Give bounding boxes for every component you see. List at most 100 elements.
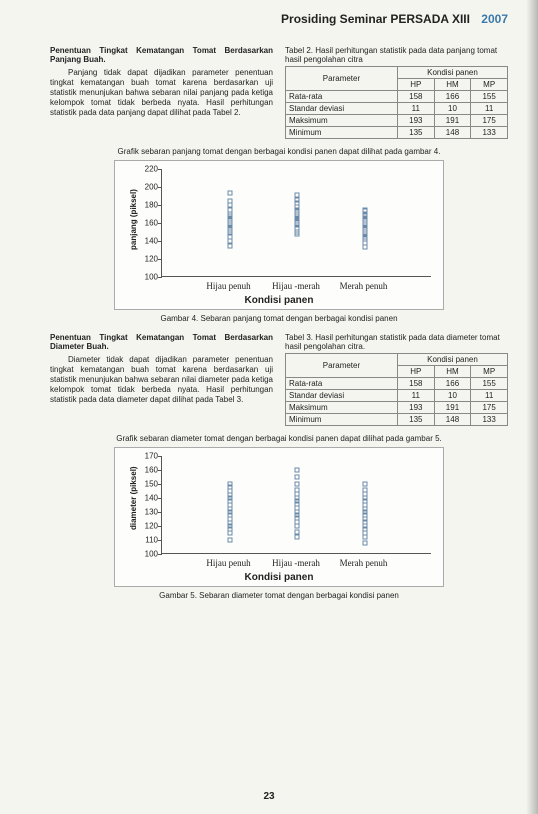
ytick-label: 140 <box>140 237 158 246</box>
chart2-intro: Grafik sebaran diameter tomat dengan ber… <box>50 434 508 443</box>
x-axis-title: Kondisi panen <box>245 572 314 583</box>
ytick-mark <box>158 540 162 541</box>
table2-col1: HM <box>434 79 471 91</box>
table3-col0: HP <box>397 366 434 378</box>
table-row: Maksimum193191175 <box>286 402 508 414</box>
ytick-mark <box>158 277 162 278</box>
table-row: Minimum135148133 <box>286 127 508 139</box>
data-marker <box>295 230 300 235</box>
table-row: Maksimum193191175 <box>286 115 508 127</box>
ytick-label: 160 <box>140 219 158 228</box>
x-category-label: Merah penuh <box>340 281 388 291</box>
section2-row: Penentuan Tingkat Kematangan Tomat Berda… <box>50 333 508 426</box>
ytick-mark <box>158 512 162 513</box>
table-row: Minimum135148133 <box>286 414 508 426</box>
ytick-mark <box>158 241 162 242</box>
page-header: Prosiding Seminar PERSADA XIII 2007 <box>50 12 508 26</box>
data-marker <box>227 538 232 543</box>
header-year: 2007 <box>481 12 508 26</box>
data-marker <box>227 191 232 196</box>
section2-para: Diameter tidak dapat dijadikan parameter… <box>50 355 273 405</box>
ytick-mark <box>158 456 162 457</box>
table2-head-param: Parameter <box>286 67 398 91</box>
ytick-label: 180 <box>140 201 158 210</box>
data-marker <box>295 529 300 534</box>
chart1-intro: Grafik sebaran panjang tomat dengan berb… <box>50 147 508 156</box>
ytick-mark <box>158 187 162 188</box>
x-category-label: Merah penuh <box>340 558 388 568</box>
plot-area: 100110120130140150160170 <box>161 456 431 554</box>
data-marker <box>362 245 367 250</box>
ytick-label: 100 <box>140 273 158 282</box>
header-title: Prosiding Seminar PERSADA XIII <box>281 12 470 26</box>
ytick-mark <box>158 223 162 224</box>
table3-head-param: Parameter <box>286 354 398 378</box>
data-marker <box>227 243 232 248</box>
table2-col0: HP <box>397 79 434 91</box>
table2-col2: MP <box>471 79 508 91</box>
ytick-mark <box>158 470 162 471</box>
table2-caption: Tabel 2. Hasil perhitungan statistik pad… <box>285 46 508 64</box>
x-axis-title: Kondisi panen <box>245 295 314 306</box>
section1-row: Penentuan Tingkat Kematangan Tomat Berda… <box>50 46 508 139</box>
ytick-label: 170 <box>140 452 158 461</box>
table3: Parameter Kondisi panen HP HM MP Rata-ra… <box>285 353 508 426</box>
ytick-label: 160 <box>140 466 158 475</box>
ytick-mark <box>158 526 162 527</box>
ytick-mark <box>158 205 162 206</box>
data-marker <box>227 212 232 217</box>
ytick-label: 120 <box>140 522 158 531</box>
plot-area: 100120140160180200220 <box>161 169 431 277</box>
data-marker <box>227 203 232 208</box>
ytick-mark <box>158 498 162 499</box>
ytick-label: 220 <box>140 165 158 174</box>
page-number: 23 <box>263 791 274 802</box>
ytick-mark <box>158 259 162 260</box>
section1-para: Panjang tidak dapat dijadikan parameter … <box>50 68 273 118</box>
data-marker <box>227 207 232 212</box>
ytick-label: 140 <box>140 494 158 503</box>
data-marker <box>362 482 367 487</box>
table3-col2: MP <box>471 366 508 378</box>
data-marker <box>227 198 232 203</box>
x-category-label: Hijau penuh <box>206 281 250 291</box>
table3-head-group: Kondisi panen <box>397 354 507 366</box>
ytick-mark <box>158 554 162 555</box>
data-marker <box>295 197 300 202</box>
chart2-caption: Gambar 5. Sebaran diameter tomat dengan … <box>50 591 508 600</box>
ytick-label: 200 <box>140 183 158 192</box>
data-marker <box>295 468 300 473</box>
section2-title: Penentuan Tingkat Kematangan Tomat Berda… <box>50 333 273 351</box>
table-row: Standar deviasi111011 <box>286 390 508 402</box>
y-axis-label: panjang (piksel) <box>129 189 138 250</box>
data-marker <box>295 482 300 487</box>
chart2-box: 100110120130140150160170 diameter (piksel… <box>114 447 444 587</box>
data-marker <box>227 234 232 239</box>
x-category-label: Hijau penuh <box>206 558 250 568</box>
ytick-label: 110 <box>140 536 158 545</box>
ytick-label: 130 <box>140 508 158 517</box>
table-row: Standar deviasi111011 <box>286 103 508 115</box>
y-axis-label: diameter (piksel) <box>129 466 138 530</box>
x-category-label: Hijau -merah <box>272 558 320 568</box>
data-marker <box>362 540 367 545</box>
chart1-box: 100120140160180200220 panjang (piksel) Hij… <box>114 160 444 310</box>
table-row: Rata-rata158166155 <box>286 378 508 390</box>
table2: Parameter Kondisi panen HP HM MP Rata-ra… <box>285 66 508 139</box>
ytick-label: 100 <box>140 550 158 559</box>
data-marker <box>295 475 300 480</box>
ytick-mark <box>158 169 162 170</box>
data-marker <box>227 482 232 487</box>
data-marker <box>295 535 300 540</box>
data-marker <box>227 239 232 244</box>
data-marker <box>295 193 300 198</box>
data-marker <box>362 207 367 212</box>
data-marker <box>295 487 300 492</box>
x-category-label: Hijau -merah <box>272 281 320 291</box>
table2-head-group: Kondisi panen <box>397 67 507 79</box>
data-marker <box>362 487 367 492</box>
section1-title: Penentuan Tingkat Kematangan Tomat Berda… <box>50 46 273 64</box>
chart1-caption: Gambar 4. Sebaran panjang tomat dengan b… <box>50 314 508 323</box>
table3-caption: Tabel 3. Hasil perhitungan statistik pad… <box>285 333 508 351</box>
scan-shadow <box>526 0 538 814</box>
